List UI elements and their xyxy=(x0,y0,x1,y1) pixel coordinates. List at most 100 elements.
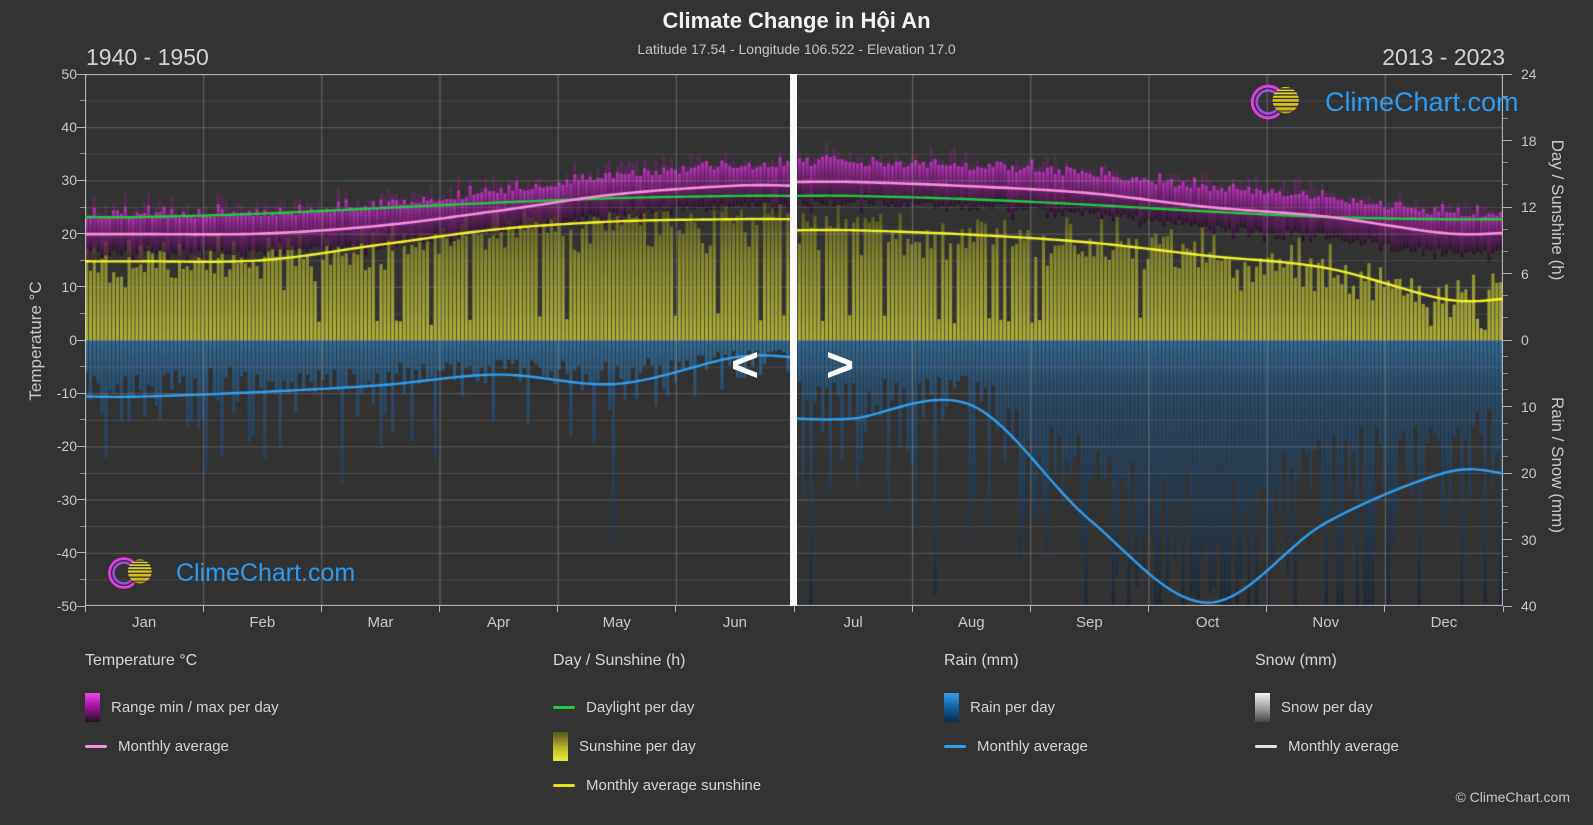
hours-tickmark xyxy=(1503,339,1512,341)
temp-minor-tickmark xyxy=(80,259,85,261)
month-boundary-tickmark xyxy=(911,606,913,612)
month-label-mar: Mar xyxy=(367,614,394,631)
climechart-logo-icon xyxy=(108,557,152,589)
temp-minor-tickmark xyxy=(80,312,85,314)
temp-tickmark xyxy=(77,179,85,181)
month-boundary-tickmark xyxy=(1266,606,1268,612)
climechart-logo-icon xyxy=(1250,84,1299,120)
month-boundary-tickmark xyxy=(1148,606,1149,612)
month-label-jan: Jan xyxy=(131,614,157,631)
legend-group-1: Day / Sunshine (h) Daylight per day Sunshi… xyxy=(553,652,933,805)
hours-tick-label: 0 xyxy=(1521,332,1529,348)
legend-item: Monthly average sunshine xyxy=(553,766,933,805)
legend-item: Rain per day xyxy=(944,688,1324,727)
hours-minor-tickmark xyxy=(1503,295,1508,297)
rain-tickmark xyxy=(1503,472,1512,474)
legend-group-0: Temperature °C Range min / max per day Mon… xyxy=(85,652,465,766)
month-boundary-tickmark xyxy=(557,606,559,612)
month-label-jul: Jul xyxy=(843,614,863,631)
temp-tick-label: 10 xyxy=(61,278,77,295)
legend-group-2: Rain (mm) Rain per day Monthly average xyxy=(944,652,1324,766)
hours-tick-label: 12 xyxy=(1521,199,1537,215)
rain-minor-tickmark xyxy=(1503,588,1508,590)
month-boundary-tickmark xyxy=(1502,606,1504,612)
month-label-may: May xyxy=(602,614,631,631)
legend-gradient-swatch xyxy=(85,693,100,722)
temp-minor-tickmark xyxy=(80,472,85,474)
hours-minor-tickmark xyxy=(1503,117,1508,119)
rain-minor-tickmark xyxy=(1503,389,1508,391)
month-label-jun: Jun xyxy=(722,614,747,631)
month-boundary-tickmark xyxy=(675,606,677,612)
rain-tickmark xyxy=(1503,605,1512,607)
legend-group-title: Temperature °C xyxy=(85,652,198,669)
period-divider xyxy=(790,74,797,606)
rain-minor-tickmark xyxy=(1503,356,1508,358)
legend-item-label: Daylight per day xyxy=(586,699,695,716)
hours-minor-tickmark xyxy=(1503,95,1508,97)
month-label-oct: Oct xyxy=(1195,614,1220,631)
temp-minor-tickmark xyxy=(80,100,85,102)
rain-minor-tickmark xyxy=(1503,522,1508,524)
month-boundary-tickmark xyxy=(793,606,795,612)
period-left-label: 1940 - 1950 xyxy=(86,44,209,70)
temp-minor-tickmark xyxy=(80,206,85,208)
temp-tick-label: 0 xyxy=(69,332,77,348)
month-boundary-tickmark xyxy=(439,606,440,612)
climechart-logo-text: ClimeChart.com xyxy=(176,558,356,587)
legend-item-label: Monthly average xyxy=(118,738,229,755)
rain-minor-tickmark xyxy=(1503,455,1508,457)
month-label-dec: Dec xyxy=(1430,614,1458,631)
legend-item-label: Monthly average xyxy=(1288,738,1399,755)
temp-tick-label: -50 xyxy=(56,598,77,614)
temp-minor-tickmark xyxy=(80,525,85,527)
prev-period-arrow[interactable]: < xyxy=(730,339,760,392)
page-title: Climate Change in Hội An xyxy=(662,8,931,33)
temp-minor-tickmark xyxy=(80,153,85,155)
rain-tick-label: 30 xyxy=(1521,531,1537,548)
month-boundary-tickmark xyxy=(84,606,86,612)
legend-item: Monthly average xyxy=(1255,727,1593,766)
next-period-arrow[interactable]: > xyxy=(825,339,855,392)
temp-tickmark xyxy=(77,605,85,607)
legend-item-label: Snow per day xyxy=(1281,699,1373,716)
temp-tick-label: -10 xyxy=(56,385,77,402)
hours-tickmark xyxy=(1503,73,1512,75)
legend-item: Range min / max per day xyxy=(85,688,465,727)
legend-line-swatch xyxy=(553,706,575,709)
legend-item: Snow per day xyxy=(1255,688,1593,727)
legend-item-label: Rain per day xyxy=(970,699,1056,716)
temp-minor-tickmark xyxy=(80,419,85,421)
rain-minor-tickmark xyxy=(1503,489,1508,491)
hours-minor-tickmark xyxy=(1503,228,1508,230)
month-boundary-tickmark xyxy=(202,606,204,612)
legend-item: Monthly average xyxy=(944,727,1324,766)
month-boundary-tickmark xyxy=(1029,606,1031,612)
legend-line-swatch xyxy=(1255,745,1277,748)
month-label-apr: Apr xyxy=(486,614,511,631)
temp-tickmark xyxy=(77,552,85,554)
legend-line-swatch xyxy=(944,745,966,748)
hours-minor-tickmark xyxy=(1503,184,1508,186)
hours-tickmark xyxy=(1503,206,1512,208)
temp-tickmark xyxy=(77,445,85,447)
hours-minor-tickmark xyxy=(1503,162,1508,164)
temp-tickmark xyxy=(77,233,85,235)
climechart-logo-text: ClimeChart.com xyxy=(1325,86,1519,117)
legend-group-3: Snow (mm) Snow per day Monthly average xyxy=(1255,652,1593,766)
temp-tickmark xyxy=(77,499,85,501)
legend-item-label: Monthly average xyxy=(977,738,1088,755)
legend-item: Sunshine per day xyxy=(553,727,933,766)
hours-tickmark xyxy=(1503,273,1512,274)
temp-tick-label: 30 xyxy=(61,172,77,189)
month-boundary-tickmark xyxy=(1384,606,1386,612)
legend-item: Monthly average xyxy=(85,727,465,766)
temp-tick-label: 20 xyxy=(61,225,77,242)
period-right-label: 2013 - 2023 xyxy=(1382,44,1505,70)
rain-minor-tickmark xyxy=(1503,372,1508,374)
hours-tickmark xyxy=(1503,140,1512,141)
temp-tick-label: 40 xyxy=(61,119,77,136)
month-label-aug: Aug xyxy=(957,614,985,631)
hours-minor-tickmark xyxy=(1503,317,1508,319)
